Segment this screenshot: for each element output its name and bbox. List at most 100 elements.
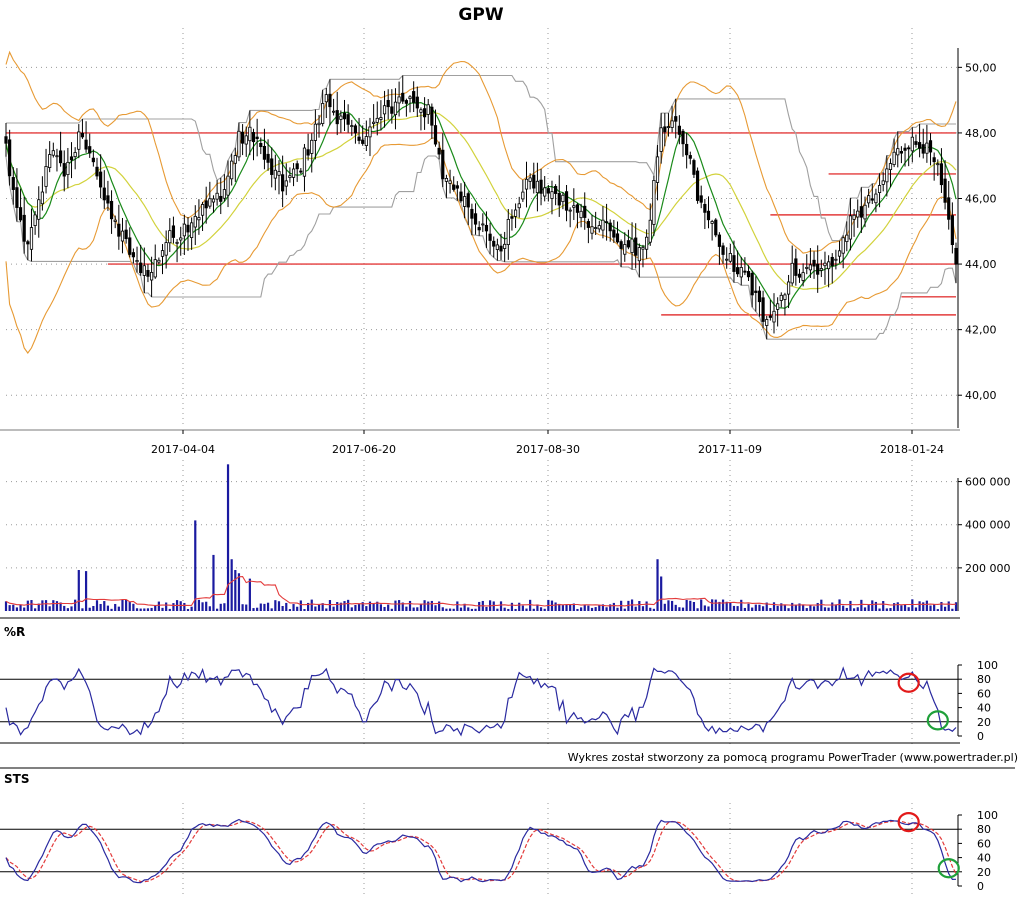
volume-bar: [430, 600, 433, 611]
volume-bar: [23, 607, 26, 611]
volume-bar: [296, 606, 299, 611]
price-candle-body: [240, 131, 245, 144]
price-candle-body: [645, 236, 649, 250]
price-candle-body: [259, 142, 263, 148]
volume-bar: [700, 599, 703, 611]
price-candle-body: [619, 241, 623, 249]
volume-bar: [554, 602, 557, 611]
volume-bar: [776, 605, 779, 611]
price-candle-body: [550, 191, 554, 199]
volume-bar: [234, 570, 237, 611]
volume-bar: [325, 608, 328, 611]
oversold-marker-circle: [937, 858, 960, 879]
price-candle-body: [823, 262, 827, 267]
price-candle-body: [317, 122, 321, 126]
price-candle-body: [503, 243, 507, 249]
price-candle-body: [750, 272, 754, 296]
volume-bar: [245, 604, 248, 611]
stochastic-k-line: [5, 818, 957, 884]
price-candle-body: [488, 233, 492, 241]
price-candle-body: [146, 270, 150, 277]
price-x-tick-label: 2017-04-04: [151, 443, 215, 456]
volume-bar: [266, 602, 270, 611]
volume-bar: [347, 599, 350, 611]
volume-bar: [281, 606, 284, 611]
price-candle-body: [455, 185, 459, 189]
price-candle-body: [306, 149, 310, 156]
price-candle-body: [725, 258, 729, 261]
volume-bar: [627, 600, 630, 611]
volume-bar: [933, 604, 936, 611]
price-candle-body: [473, 213, 478, 225]
price-candle-body: [699, 195, 703, 203]
price-candle-body: [171, 225, 176, 238]
price-candle-body: [881, 180, 885, 185]
price-candle-body: [463, 196, 467, 207]
volume-bar: [718, 601, 721, 611]
moving-average-short-line: [5, 101, 957, 309]
volume-bar: [332, 606, 335, 611]
volume-bar: [154, 604, 157, 611]
price-candle-body: [888, 163, 893, 171]
volume-bar: [849, 600, 852, 611]
price-candle-body: [302, 147, 307, 177]
price-candle-body: [230, 160, 234, 180]
volume-bar: [387, 604, 390, 611]
volume-bar: [685, 599, 688, 611]
volume-bar: [751, 607, 754, 611]
volume-bar: [794, 605, 797, 611]
volume-bar: [652, 608, 655, 611]
price-candle-body: [444, 178, 449, 182]
volume-bar: [328, 600, 332, 611]
volume-bar: [889, 608, 892, 611]
price-candle-body: [521, 191, 525, 200]
volume-bar: [831, 602, 834, 611]
price-panel: 40,00 42,00 44,00 46,00 48,00 50,00 2017-04-04…: [0, 28, 997, 456]
price-candle-body: [714, 219, 718, 236]
volume-bar: [565, 604, 568, 611]
volume-bar: [179, 601, 182, 611]
volume-bar: [529, 599, 532, 611]
volume-bar: [459, 607, 463, 611]
volume-bar: [41, 600, 44, 611]
price-candle-body: [808, 264, 813, 271]
price-candle-body: [142, 265, 146, 276]
price-candle-body: [99, 171, 103, 188]
price-candle-body: [164, 242, 168, 256]
price-candle-body: [484, 224, 489, 232]
price-candle-body: [88, 146, 92, 154]
price-candle-body: [885, 168, 889, 183]
volume-bar: [863, 607, 867, 611]
volume-bar: [4, 601, 8, 611]
price-candle-body: [736, 267, 740, 275]
volume-bar: [372, 603, 375, 611]
price-candle-body: [313, 123, 317, 141]
price-candle-body: [546, 188, 550, 194]
price-candle-body: [510, 216, 514, 219]
price-candle-body: [652, 180, 656, 225]
volume-bar: [583, 604, 586, 611]
price-candle-body: [630, 238, 634, 253]
volume-bar: [834, 604, 837, 611]
price-candle-body: [568, 209, 572, 212]
price-candle-body: [517, 203, 521, 209]
stochastic-label: STS: [4, 772, 29, 786]
price-candle-body: [244, 135, 248, 145]
price-candle-body: [295, 163, 299, 170]
price-candle-body: [408, 96, 412, 99]
price-candle-body: [692, 160, 696, 175]
price-candle-body: [149, 272, 154, 281]
volume-bar: [918, 601, 921, 611]
price-candle-body: [877, 185, 882, 193]
price-candle-body: [794, 258, 798, 276]
volume-bar: [893, 603, 896, 611]
price-candle-body: [637, 247, 641, 262]
price-candle-body: [262, 145, 267, 160]
volume-bar: [725, 601, 728, 611]
volume-bar: [30, 600, 33, 611]
price-candle-body: [732, 255, 736, 272]
chart-title: GPW: [458, 5, 503, 25]
volume-bar: [248, 578, 251, 611]
price-candle-body: [441, 149, 445, 180]
volume-bar: [219, 603, 222, 611]
